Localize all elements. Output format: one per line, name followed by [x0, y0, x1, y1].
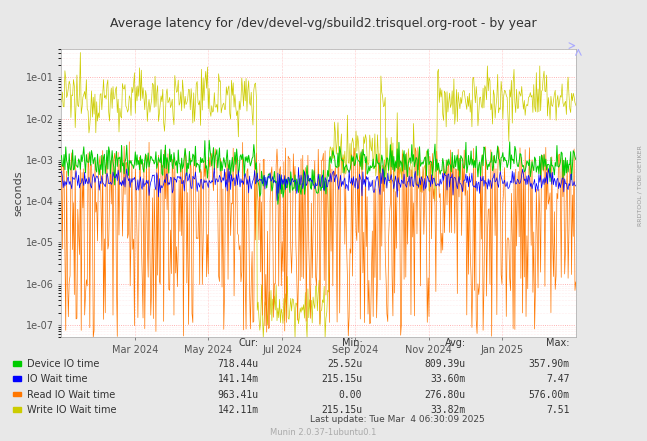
Text: 215.15u: 215.15u [321, 405, 362, 415]
Text: Cur:: Cur: [239, 338, 259, 348]
Text: Read IO Wait time: Read IO Wait time [27, 390, 115, 400]
Text: Munin 2.0.37-1ubuntu0.1: Munin 2.0.37-1ubuntu0.1 [270, 429, 377, 437]
Text: 142.11m: 142.11m [217, 405, 259, 415]
Text: 33.82m: 33.82m [431, 405, 466, 415]
Text: RRDTOOL / TOBI OETIKER: RRDTOOL / TOBI OETIKER [637, 145, 642, 226]
Text: 141.14m: 141.14m [217, 374, 259, 384]
Text: Last update: Tue Mar  4 06:30:09 2025: Last update: Tue Mar 4 06:30:09 2025 [311, 415, 485, 424]
Text: 7.47: 7.47 [546, 374, 569, 384]
Text: IO Wait time: IO Wait time [27, 374, 88, 384]
Text: 33.60m: 33.60m [431, 374, 466, 384]
Text: 576.00m: 576.00m [528, 390, 569, 400]
Text: Write IO Wait time: Write IO Wait time [27, 405, 116, 415]
Text: 7.51: 7.51 [546, 405, 569, 415]
Text: 0.00: 0.00 [339, 390, 362, 400]
Text: Avg:: Avg: [444, 338, 466, 348]
Text: Average latency for /dev/devel-vg/sbuild2.trisquel.org-root - by year: Average latency for /dev/devel-vg/sbuild… [110, 17, 537, 30]
Text: 963.41u: 963.41u [217, 390, 259, 400]
Text: 809.39u: 809.39u [424, 359, 466, 369]
Text: 276.80u: 276.80u [424, 390, 466, 400]
Text: 718.44u: 718.44u [217, 359, 259, 369]
Text: Min:: Min: [342, 338, 362, 348]
Text: Device IO time: Device IO time [27, 359, 100, 369]
Text: 357.90m: 357.90m [528, 359, 569, 369]
Y-axis label: seconds: seconds [13, 170, 23, 216]
Text: 215.15u: 215.15u [321, 374, 362, 384]
Text: Max:: Max: [546, 338, 569, 348]
Text: 25.52u: 25.52u [327, 359, 362, 369]
